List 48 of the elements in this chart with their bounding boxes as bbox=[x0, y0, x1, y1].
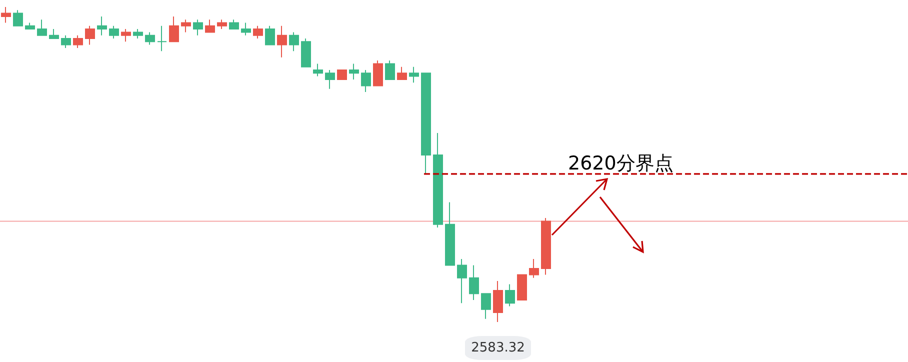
candlestick bbox=[49, 28, 59, 39]
candlestick bbox=[181, 19, 191, 33]
annotation: 2583.32 bbox=[471, 340, 525, 356]
candlestick bbox=[469, 264, 479, 300]
candlestick bbox=[301, 38, 311, 68]
candlestick bbox=[169, 16, 179, 42]
candlestick bbox=[361, 70, 371, 93]
candlestick bbox=[25, 22, 35, 30]
candlestick bbox=[193, 19, 203, 36]
candlestick bbox=[277, 25, 287, 58]
ref-line-label: 2620分界点 bbox=[568, 152, 674, 174]
candlestick bbox=[241, 22, 251, 36]
candlestick bbox=[457, 258, 467, 304]
candlestick bbox=[229, 19, 239, 30]
candlestick bbox=[121, 28, 131, 42]
candlestick bbox=[517, 274, 527, 300]
candlestick bbox=[445, 202, 455, 266]
candlestick bbox=[505, 284, 515, 307]
candlestick bbox=[73, 34, 83, 48]
candlestick bbox=[205, 19, 215, 33]
candlestick bbox=[217, 19, 227, 30]
candlestick bbox=[529, 258, 539, 278]
candlestick bbox=[481, 293, 491, 320]
candlestick bbox=[337, 70, 347, 80]
candlestick bbox=[373, 60, 383, 86]
candlestick bbox=[493, 280, 503, 322]
candlestick bbox=[145, 32, 155, 46]
candlestick bbox=[85, 25, 95, 46]
candlestick bbox=[157, 25, 167, 52]
candlestick bbox=[13, 10, 23, 26]
candlestick bbox=[541, 218, 551, 276]
candlestick bbox=[1, 6, 11, 24]
candlestick bbox=[349, 63, 359, 80]
candlestick bbox=[109, 25, 119, 39]
candlestick bbox=[133, 28, 143, 39]
candlestick bbox=[265, 25, 275, 46]
candlestick bbox=[409, 66, 419, 84]
candlestick bbox=[61, 34, 71, 48]
candlestick bbox=[325, 70, 335, 90]
candlestick bbox=[397, 66, 407, 80]
candlestick bbox=[313, 63, 323, 77]
candlestick bbox=[97, 16, 107, 36]
candlestick bbox=[385, 60, 395, 80]
candlestick bbox=[289, 32, 299, 52]
candlestick bbox=[253, 25, 263, 39]
candlestick bbox=[433, 132, 443, 228]
candlestick bbox=[37, 19, 47, 36]
candlestick bbox=[421, 72, 431, 174]
